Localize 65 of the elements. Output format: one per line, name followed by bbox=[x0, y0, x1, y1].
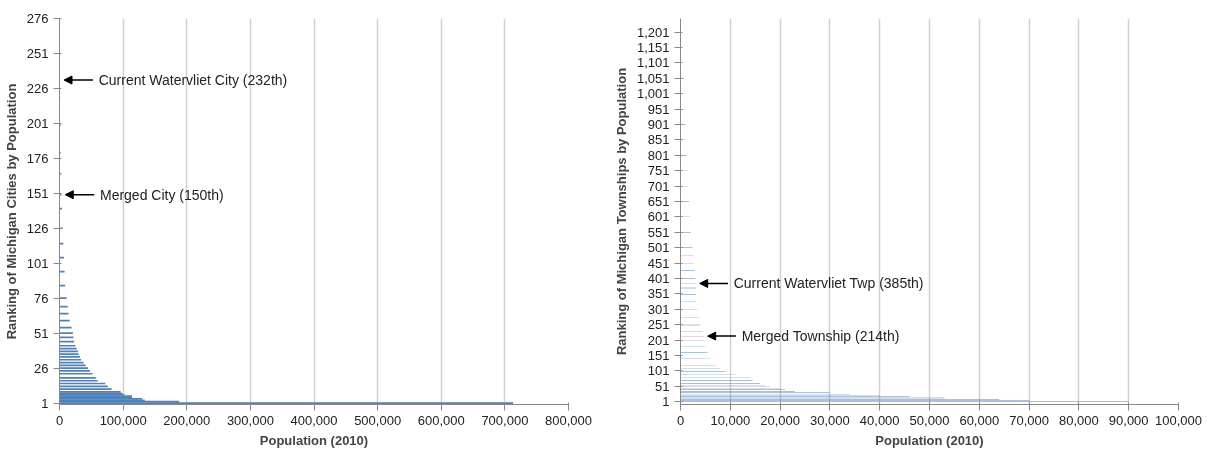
y-tick-label: 1 bbox=[662, 394, 670, 410]
y-tick-label: 1,001 bbox=[636, 86, 670, 102]
y-tick-label: 151 bbox=[26, 185, 49, 201]
y-tick-label: 1,101 bbox=[636, 55, 670, 71]
x-tick-label: 0 bbox=[676, 412, 685, 428]
y-tick-label: 551 bbox=[647, 224, 670, 240]
y-tick-label: 851 bbox=[647, 132, 670, 148]
x-tick-label: 800,000 bbox=[545, 412, 592, 428]
annotation: Merged Township (214th) bbox=[741, 328, 900, 345]
x-tick-label: 50,000 bbox=[909, 412, 950, 428]
y-tick-label: 201 bbox=[647, 332, 670, 348]
x-tick-label: 400,000 bbox=[290, 412, 338, 428]
x-tick-label: 20,000 bbox=[760, 412, 800, 428]
y-tick-label: 451 bbox=[647, 255, 670, 271]
y-tick-label: 1,201 bbox=[636, 24, 670, 40]
y-tick-label: 151 bbox=[647, 348, 670, 364]
x-tick-label: 100,000 bbox=[99, 412, 147, 428]
x-tick-label: 600,000 bbox=[417, 412, 465, 428]
y-tick-label: 801 bbox=[647, 147, 670, 163]
y-tick-label: 101 bbox=[26, 255, 49, 271]
y-tick-label: 101 bbox=[647, 363, 670, 379]
y-tick-label: 901 bbox=[647, 116, 670, 132]
y-tick-label: 751 bbox=[647, 163, 670, 179]
y-axis-title: Ranking of Michigan Townships by Population bbox=[613, 67, 629, 356]
y-tick-label: 51 bbox=[655, 378, 670, 394]
annotation: Merged City (150th) bbox=[99, 186, 224, 203]
x-tick-label: 300,000 bbox=[226, 412, 274, 428]
x-tick-label: 200,000 bbox=[163, 412, 211, 428]
x-tick-label: 60,000 bbox=[959, 412, 1000, 428]
y-tick-label: 26 bbox=[34, 360, 49, 376]
y-tick-label: 501 bbox=[647, 240, 670, 256]
x-axis-title: Population (2010) bbox=[875, 432, 984, 448]
y-tick-label: 226 bbox=[26, 80, 49, 96]
x-tick-label: 500,000 bbox=[354, 412, 402, 428]
y-tick-label: 351 bbox=[647, 286, 670, 302]
x-axis-title: Population (2010) bbox=[259, 432, 369, 448]
annotation: Current Watervliet City (232th) bbox=[98, 72, 288, 89]
y-tick-label: 1 bbox=[41, 395, 49, 411]
y-tick-label: 251 bbox=[647, 317, 670, 333]
y-tick-label: 76 bbox=[34, 290, 49, 306]
y-tick-label: 126 bbox=[26, 220, 49, 236]
y-tick-label: 251 bbox=[26, 45, 49, 61]
y-axis-title: Ranking of Michigan Cities by Population bbox=[3, 83, 19, 340]
y-tick-label: 401 bbox=[647, 271, 670, 286]
y-tick-label: 951 bbox=[647, 101, 670, 117]
annotation: Current Watervliet Twp (385th) bbox=[733, 275, 924, 292]
x-tick-label: 80,000 bbox=[1059, 412, 1099, 428]
y-tick-label: 176 bbox=[26, 150, 49, 166]
x-tick-label: 100,000 bbox=[1155, 412, 1202, 428]
x-tick-label: 30,000 bbox=[810, 412, 850, 428]
x-tick-label: 70,000 bbox=[1009, 412, 1049, 428]
y-tick-label: 301 bbox=[647, 301, 670, 317]
x-tick-label: 0 bbox=[55, 412, 64, 428]
y-tick-label: 651 bbox=[647, 193, 670, 209]
y-tick-label: 201 bbox=[26, 115, 49, 131]
y-tick-label: 276 bbox=[26, 11, 49, 26]
x-tick-label: 700,000 bbox=[481, 412, 529, 428]
y-tick-label: 1,051 bbox=[636, 70, 670, 86]
y-tick-label: 601 bbox=[647, 209, 670, 225]
y-tick-label: 1,151 bbox=[636, 39, 670, 55]
x-tick-label: 90,000 bbox=[1108, 412, 1149, 428]
y-tick-label: 51 bbox=[34, 325, 49, 341]
x-tick-label: 40,000 bbox=[859, 412, 900, 428]
y-tick-label: 701 bbox=[647, 178, 670, 194]
x-tick-label: 10,000 bbox=[710, 412, 751, 428]
